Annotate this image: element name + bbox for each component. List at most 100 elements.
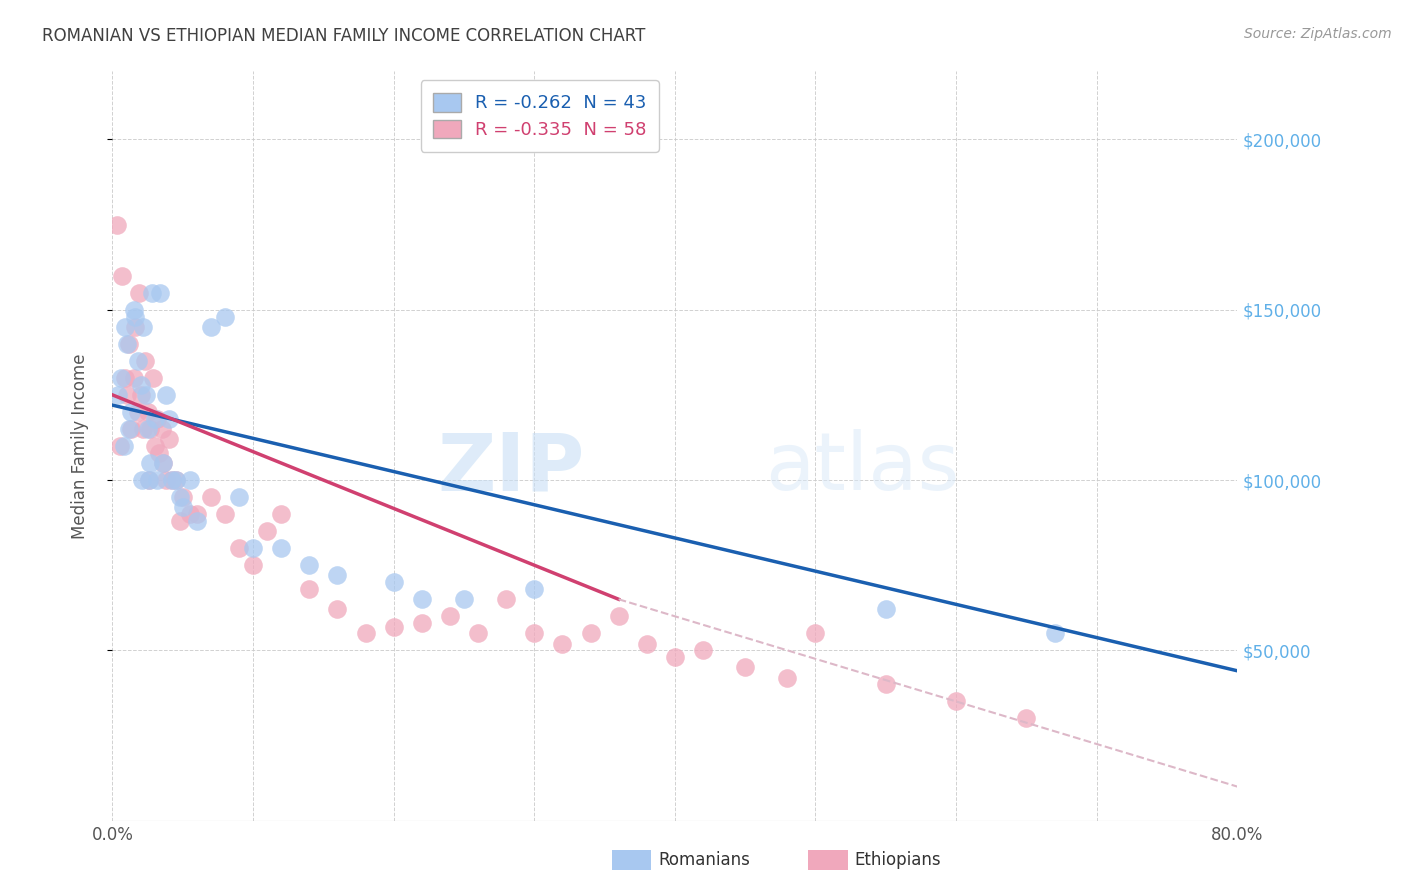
Point <box>120 405 142 419</box>
Point <box>326 568 349 582</box>
Point <box>172 490 194 504</box>
Point <box>165 473 187 487</box>
Point <box>136 422 159 436</box>
Text: Ethiopians: Ethiopians <box>855 851 942 869</box>
Point <box>146 473 169 487</box>
Point <box>108 439 131 453</box>
Point <box>129 388 152 402</box>
Point <box>439 609 461 624</box>
Point <box>165 473 187 487</box>
Point <box>228 490 250 504</box>
Point <box>112 439 135 453</box>
Point <box>155 388 177 402</box>
Point <box>179 473 201 487</box>
Point <box>945 694 967 708</box>
Point <box>155 473 177 487</box>
Point <box>200 490 222 504</box>
Point <box>149 285 172 300</box>
Point <box>270 541 292 556</box>
Text: Romanians: Romanians <box>658 851 749 869</box>
Point <box>692 643 714 657</box>
Text: atlas: atlas <box>765 429 959 508</box>
Point <box>734 660 756 674</box>
Point <box>298 582 321 596</box>
Point <box>636 636 658 650</box>
Point <box>467 626 489 640</box>
Point <box>152 456 174 470</box>
Point <box>776 671 799 685</box>
Point <box>200 319 222 334</box>
Point <box>186 507 208 521</box>
Point <box>110 371 132 385</box>
Point <box>134 354 156 368</box>
Point <box>115 388 138 402</box>
Point <box>146 411 169 425</box>
Point <box>152 456 174 470</box>
Point <box>118 336 141 351</box>
Point <box>143 411 166 425</box>
Text: ROMANIAN VS ETHIOPIAN MEDIAN FAMILY INCOME CORRELATION CHART: ROMANIAN VS ETHIOPIAN MEDIAN FAMILY INCO… <box>42 27 645 45</box>
Text: Source: ZipAtlas.com: Source: ZipAtlas.com <box>1244 27 1392 41</box>
Point <box>495 592 517 607</box>
Point <box>118 422 141 436</box>
Point <box>326 602 349 616</box>
Point <box>354 626 377 640</box>
Point <box>111 268 134 283</box>
Point <box>411 616 433 631</box>
Point <box>115 336 138 351</box>
Point <box>551 636 574 650</box>
Point <box>242 558 264 573</box>
Point <box>120 422 142 436</box>
Point <box>242 541 264 556</box>
Point <box>114 319 136 334</box>
Point <box>186 514 208 528</box>
Point <box>875 677 897 691</box>
Point <box>142 371 165 385</box>
Point <box>127 405 149 419</box>
Point <box>107 388 129 402</box>
Point <box>270 507 292 521</box>
Point <box>139 456 162 470</box>
Point <box>875 602 897 616</box>
Point <box>411 592 433 607</box>
Point <box>382 619 405 633</box>
Point <box>228 541 250 556</box>
Point <box>157 411 180 425</box>
Point <box>453 592 475 607</box>
Point <box>150 422 173 436</box>
Point <box>139 422 162 436</box>
Point <box>172 500 194 515</box>
Point <box>1043 626 1066 640</box>
Point <box>136 405 159 419</box>
Point <box>160 473 183 487</box>
Point <box>804 626 827 640</box>
Point <box>523 626 546 640</box>
Point <box>132 319 155 334</box>
Point <box>138 473 160 487</box>
Point <box>127 354 149 368</box>
Point <box>143 439 166 453</box>
Point <box>169 514 191 528</box>
Point <box>129 377 152 392</box>
Point <box>214 507 236 521</box>
Point <box>214 310 236 324</box>
Point <box>148 446 170 460</box>
Point <box>114 371 136 385</box>
Point <box>105 218 128 232</box>
Point <box>122 371 145 385</box>
Point <box>122 302 145 317</box>
Point <box>607 609 630 624</box>
Point <box>1015 711 1038 725</box>
Point <box>157 432 180 446</box>
Point <box>523 582 546 596</box>
Legend: R = -0.262  N = 43, R = -0.335  N = 58: R = -0.262 N = 43, R = -0.335 N = 58 <box>420 80 659 152</box>
Point <box>256 524 278 538</box>
Point <box>141 285 163 300</box>
Point <box>664 650 686 665</box>
Point <box>169 490 191 504</box>
Point <box>135 388 157 402</box>
Point <box>128 285 150 300</box>
Point <box>132 422 155 436</box>
Point <box>124 310 146 324</box>
Y-axis label: Median Family Income: Median Family Income <box>70 353 89 539</box>
